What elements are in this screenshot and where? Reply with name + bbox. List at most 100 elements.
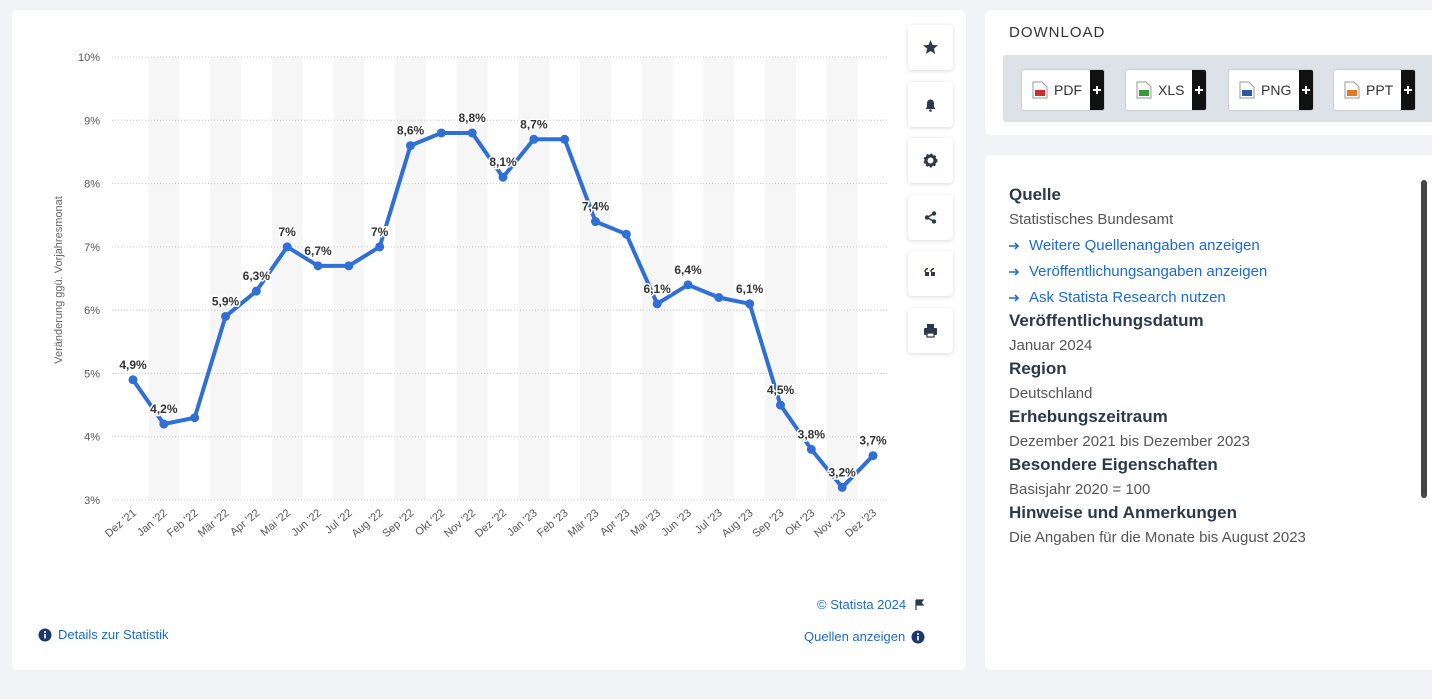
x-tick-label: Feb '23 [535, 507, 571, 540]
download-button[interactable]: PNG [1228, 69, 1315, 111]
info-link-text: Veröffentlichungsangaben anzeigen [1029, 263, 1268, 280]
chart: Veränderung ggü. Vorjahresmonat 3% 4% 5% 6%… [53, 52, 889, 540]
data-point [868, 451, 878, 461]
info-heading: Erhebungszeitraum [1009, 407, 1168, 426]
column-band [518, 57, 550, 500]
download-label: PNG [1261, 82, 1292, 98]
download-button[interactable]: XLS [1125, 69, 1208, 111]
data-point [683, 280, 693, 290]
data-point [344, 261, 354, 271]
data-label: 6,7% [304, 244, 332, 258]
info-heading: Hinweise und Anmerkungen [1009, 503, 1237, 522]
x-tick-label: Apr '23 [598, 507, 632, 538]
info-section: Region Deutschland [1009, 359, 1419, 407]
copyright[interactable]: © Statista 2024 [817, 597, 928, 612]
info-heading: Quelle [1009, 185, 1061, 204]
plus [1090, 70, 1104, 110]
x-tick-label: Jun '22 [289, 507, 324, 539]
arrow-icon [1009, 242, 1020, 250]
x-tick-label: Nov '22 [442, 507, 478, 540]
data-point [776, 400, 785, 410]
info-link[interactable]: Weitere Quellenangaben anzeigen [1009, 233, 1419, 259]
x-tick-label: Jan '23 [505, 507, 540, 539]
y-axis-label: Veränderung ggü. Vorjahresmonat [53, 196, 65, 364]
plus [1299, 70, 1314, 110]
x-tick-label: Mär '23 [566, 507, 602, 540]
column-band [271, 57, 303, 500]
download-button[interactable]: PDF [1021, 69, 1105, 111]
data-label: 8,1% [489, 155, 517, 169]
download-label: PPT [1366, 82, 1394, 98]
data-point [221, 311, 230, 321]
info-heading: Besondere Eigenschaften [1009, 455, 1218, 474]
details-link[interactable]: Details zur Statistik [38, 627, 169, 642]
x-tick-label: Jan '22 [135, 507, 170, 539]
data-point [128, 375, 138, 385]
x-tick-label: Sep '23 [750, 507, 786, 540]
x-tick-label: Aug '23 [720, 507, 756, 540]
arrow-icon [1009, 268, 1020, 276]
info-section: Veröffentlichungsdatum Januar 2024 [1009, 311, 1419, 359]
download-button[interactable]: PPT [1333, 69, 1417, 111]
info-heading: Veröffentlichungsdatum [1009, 311, 1204, 330]
cite-button[interactable] [908, 251, 953, 296]
x-tick-label: Sep '22 [380, 507, 416, 540]
info-list: Quelle Statistisches Bundesamt Weitere Que… [1009, 185, 1419, 551]
data-point [837, 482, 847, 492]
y-tick-label: 7% [84, 242, 100, 254]
share-button[interactable] [908, 195, 953, 240]
info-link[interactable]: Ask Statista Research nutzen [1009, 285, 1419, 311]
x-tick-label: Mär '22 [196, 507, 232, 540]
copyright-text: © Statista 2024 [817, 597, 907, 612]
info-text: Januar 2024 [1009, 337, 1093, 354]
data-point [282, 242, 292, 252]
x-tick-label: Mai '22 [258, 507, 293, 539]
data-point [806, 444, 816, 454]
x-tick-label: Nov '23 [812, 507, 848, 540]
x-tick-label: Jun '23 [659, 507, 694, 539]
notify-button[interactable] [908, 82, 953, 127]
x-tick-label: Dez '22 [473, 507, 509, 540]
x-tick-label: Feb '22 [165, 507, 201, 540]
x-tick-label: Apr '22 [228, 507, 262, 538]
favorite-button[interactable] [908, 25, 953, 70]
y-tick-label: 6% [84, 305, 100, 317]
column-band [333, 57, 365, 500]
sources-link[interactable]: Quellen anzeigen [804, 629, 925, 644]
download-card: DOWNLOAD PDF XLS PNG PPT [985, 10, 1432, 135]
plus-icon [1404, 86, 1413, 94]
download-title: DOWNLOAD [1009, 24, 1106, 41]
y-tick-label: 5% [84, 368, 100, 380]
data-label: 7% [278, 225, 296, 239]
data-label: 8,6% [397, 124, 425, 138]
data-label: 4,5% [767, 383, 795, 397]
info-heading: Region [1009, 359, 1067, 378]
data-point [159, 419, 169, 429]
data-point [375, 242, 385, 252]
info-link-text: Ask Statista Research nutzen [1029, 289, 1226, 306]
data-label: 6,1% [736, 282, 764, 296]
info-link[interactable]: Veröffentlichungsangaben anzeigen [1009, 259, 1419, 285]
data-label: 3,2% [828, 465, 856, 479]
scrollbar[interactable] [1421, 180, 1427, 498]
data-label: 6,3% [243, 269, 271, 283]
download-buttons: PDF XLS PNG PPT [1003, 55, 1432, 122]
info-link-text: Weitere Quellenangaben anzeigen [1029, 237, 1260, 254]
y-tick-label: 8% [84, 179, 100, 191]
data-label: 7% [371, 225, 389, 239]
column-band [210, 57, 241, 500]
data-point [251, 286, 261, 296]
info-text: Statistisches Bundesamt [1009, 211, 1174, 228]
x-tick-label: Okt '22 [413, 507, 447, 538]
arrow-icon [1009, 294, 1020, 302]
data-point [406, 141, 415, 151]
column-band [826, 57, 858, 500]
data-point [745, 299, 755, 309]
data-label: 8,8% [458, 111, 486, 125]
settings-button[interactable] [908, 138, 953, 183]
print-button[interactable] [908, 308, 953, 353]
data-point [467, 128, 477, 138]
plus-icon [1093, 86, 1101, 94]
data-point [652, 299, 662, 309]
